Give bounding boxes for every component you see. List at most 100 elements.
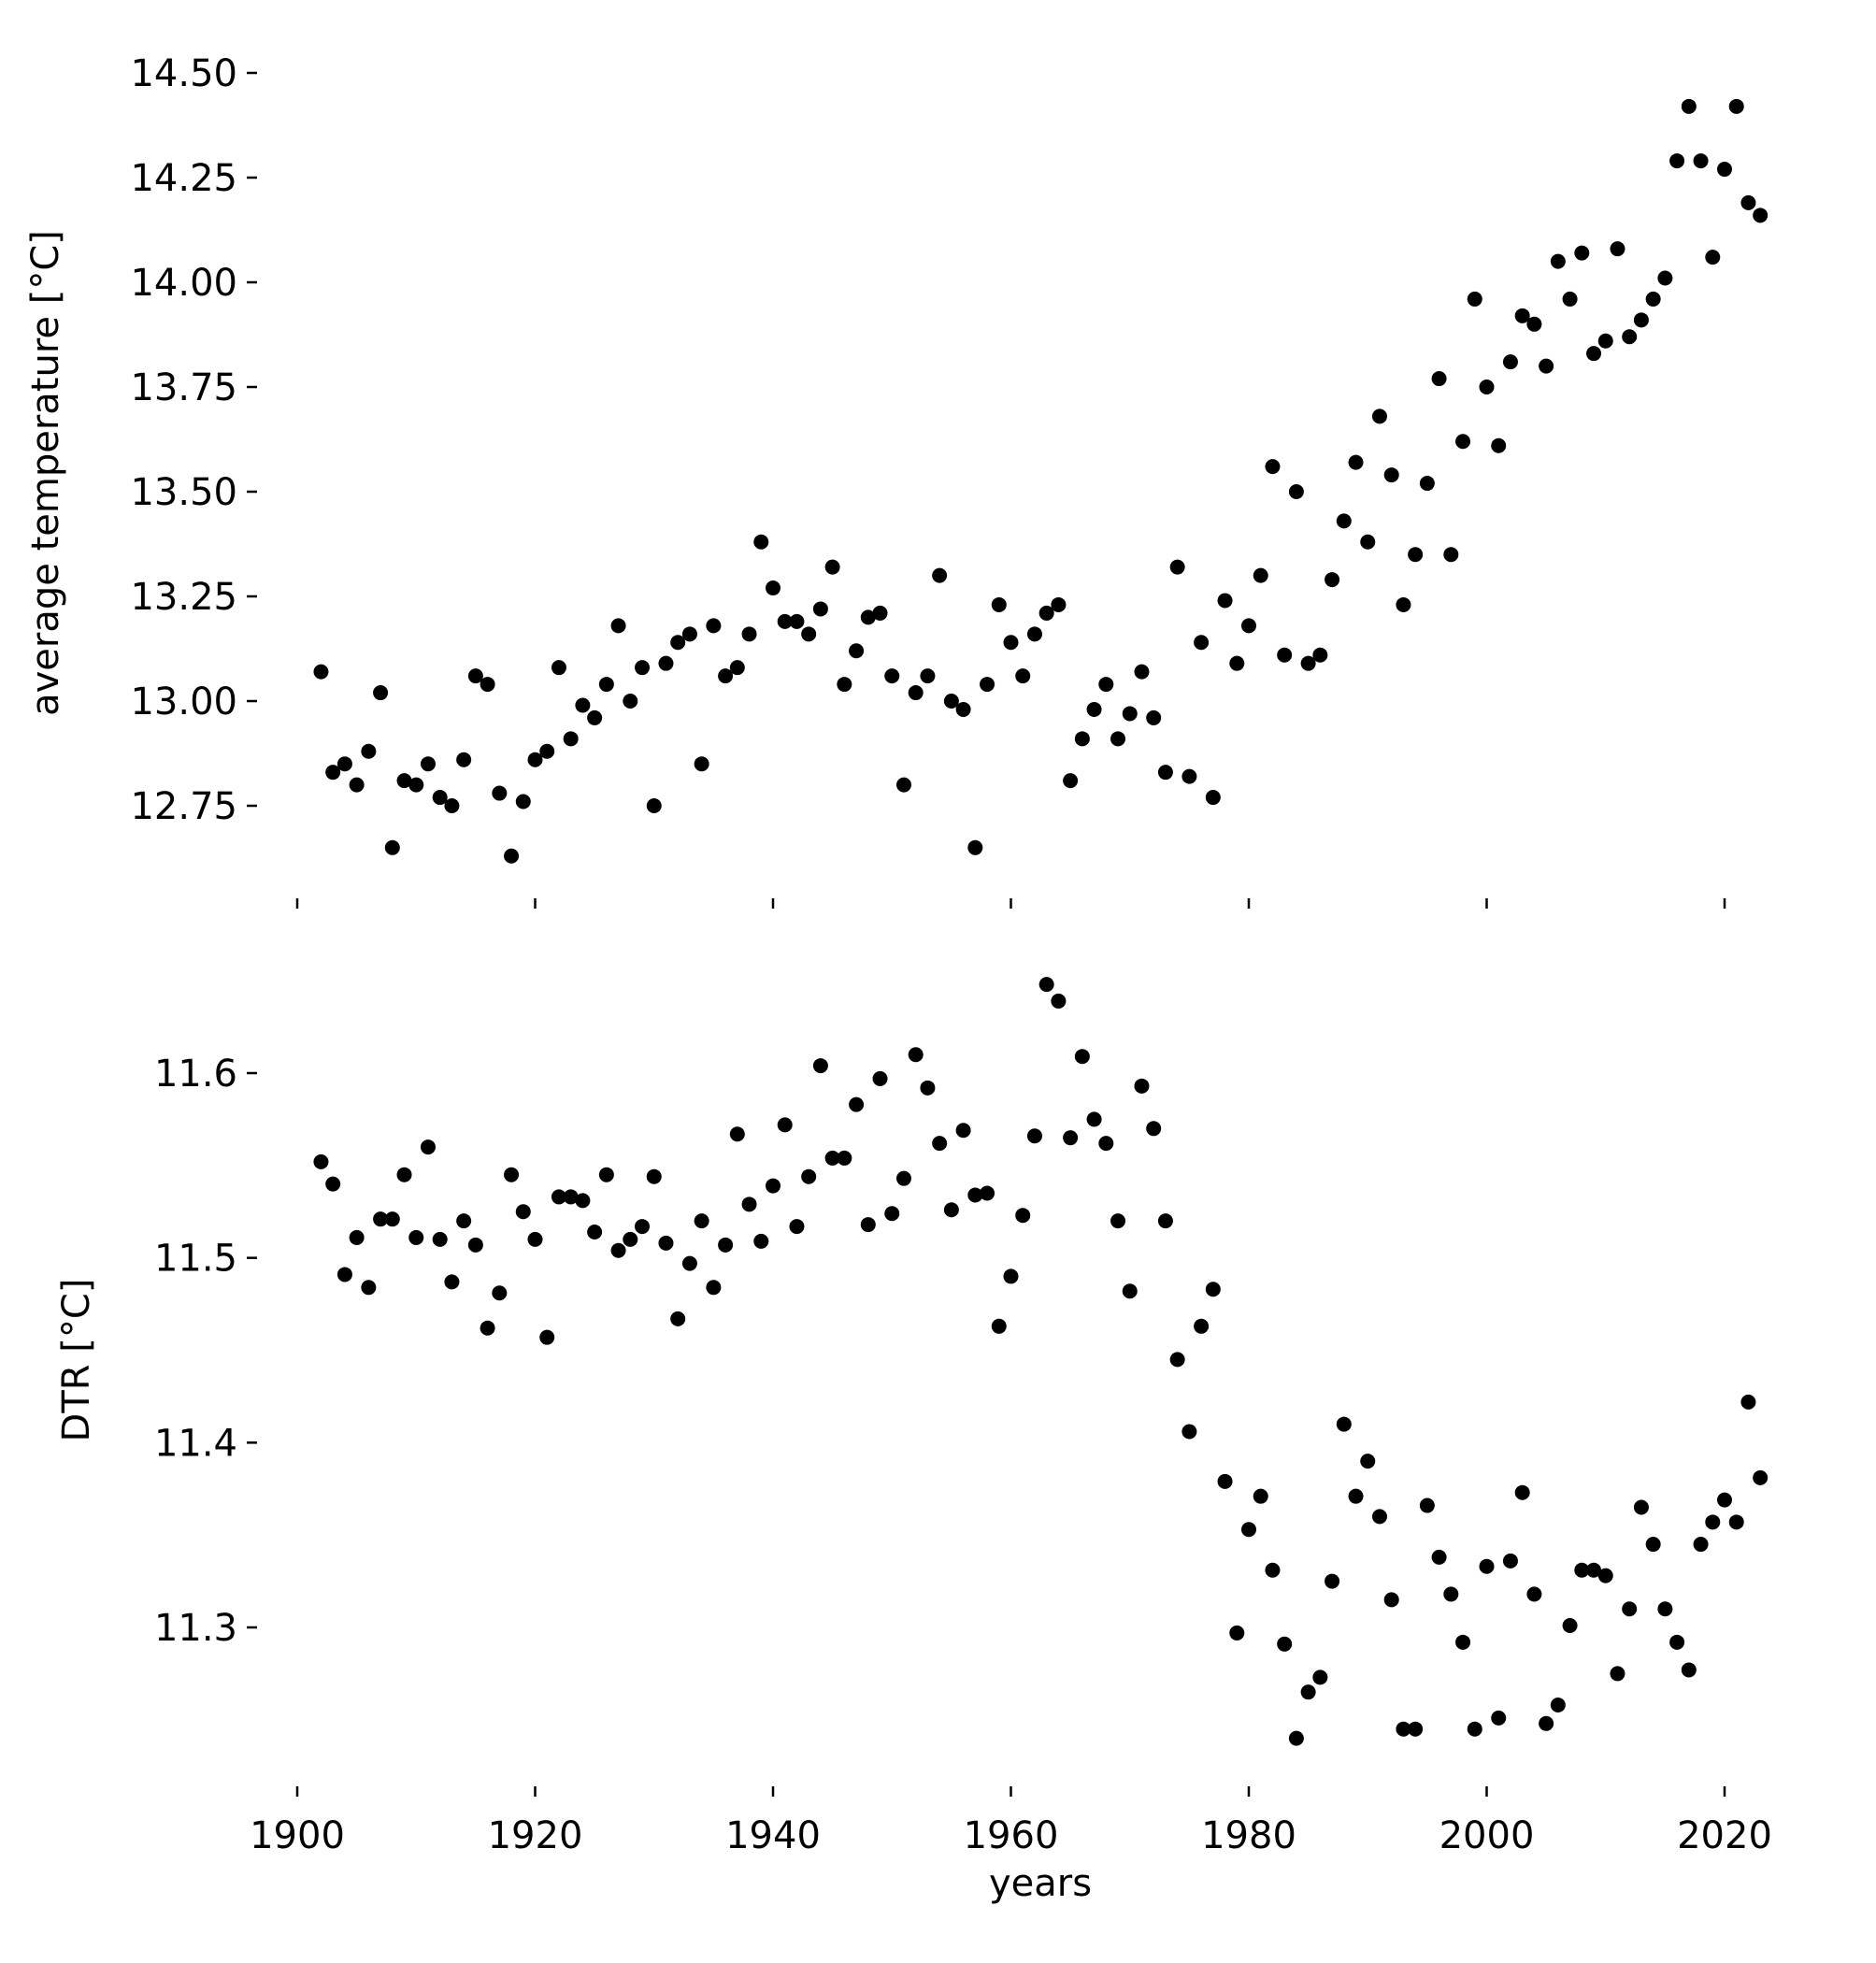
temperature-data-point — [1086, 701, 1102, 717]
temperature-data-point — [1312, 647, 1328, 663]
dtr-data-point — [1122, 1283, 1138, 1299]
dtr-data-point — [1645, 1537, 1661, 1553]
temperature-data-point — [1419, 476, 1435, 492]
temperature-data-point — [837, 677, 852, 693]
dtr-data-point — [1443, 1586, 1459, 1602]
temperature-data-point — [741, 626, 757, 642]
temperature-data-point — [1217, 593, 1233, 609]
temperature-data-point — [1539, 358, 1554, 374]
dtr-data-point — [932, 1136, 948, 1152]
dtr-data-point — [1038, 977, 1054, 993]
dtr-data-point — [1597, 1568, 1613, 1583]
temperature-data-point — [812, 601, 828, 617]
dtr-data-point — [658, 1235, 674, 1251]
dtr-data-point — [1074, 1049, 1090, 1065]
temperature-data-point — [884, 668, 900, 684]
temperature-data-point — [1205, 790, 1221, 806]
temperature-data-point — [1705, 250, 1721, 265]
temperature-data-point — [539, 743, 555, 759]
dtr-data-point — [527, 1231, 543, 1247]
temperature-y-tick-label: 13.50 — [130, 471, 237, 514]
temperature-data-point — [467, 668, 483, 684]
temperature-data-point — [1277, 647, 1293, 663]
temperature-y-tick-label: 13.75 — [130, 366, 237, 409]
temperature-data-point — [432, 790, 448, 806]
dtr-data-point — [1181, 1424, 1197, 1440]
dtr-data-point — [396, 1167, 412, 1182]
dtr-data-point — [895, 1170, 911, 1186]
temperature-data-point — [587, 709, 603, 725]
dtr-data-point — [884, 1206, 900, 1222]
dtr-data-point — [444, 1274, 460, 1290]
dtr-data-point — [943, 1202, 959, 1218]
temperature-panel: average temperature [°C] 12.75 13.00 13.25… — [24, 52, 1769, 909]
dtr-data-point — [1526, 1586, 1542, 1602]
temperature-data-point — [1645, 291, 1661, 307]
dtr-data-point — [1753, 1469, 1769, 1485]
dtr-data-point — [1146, 1121, 1162, 1137]
temperature-data-point — [337, 756, 352, 772]
temperature-data-point — [1597, 333, 1613, 349]
dtr-data-point — [635, 1219, 651, 1235]
dtr-data-point — [361, 1280, 377, 1296]
dtr-data-point — [991, 1318, 1007, 1334]
temperature-data-point — [1074, 731, 1090, 747]
temperature-data-point — [1336, 513, 1352, 529]
temperature-data-point — [1288, 484, 1304, 499]
temperature-data-point — [1550, 253, 1566, 269]
dtr-data-point — [1265, 1562, 1281, 1578]
dtr-data-point — [1371, 1509, 1387, 1525]
dtr-data-point — [681, 1255, 697, 1271]
dtr-data-point — [694, 1213, 709, 1229]
temperature-data-point — [706, 618, 722, 634]
temperature-data-point — [1015, 668, 1031, 684]
dtr-data-point — [1205, 1282, 1221, 1297]
dtr-data-point — [373, 1211, 389, 1227]
dtr-data-point — [1325, 1573, 1340, 1589]
dtr-data-point — [1669, 1634, 1685, 1650]
dtr-x-tick-label: 1980 — [1201, 1814, 1296, 1857]
temperature-data-point — [1491, 437, 1507, 453]
temperature-data-point — [1371, 408, 1387, 424]
temperature-data-point — [1562, 291, 1578, 307]
dtr-data-point — [729, 1126, 745, 1142]
temperature-data-point — [396, 773, 412, 789]
temperature-y-tick-label: 14.25 — [130, 157, 237, 200]
dtr-data-point — [741, 1196, 757, 1212]
temperature-data-point — [623, 694, 638, 709]
dtr-y-tick-label: 11.5 — [154, 1238, 237, 1281]
temperature-data-point — [1038, 605, 1054, 621]
temperature-data-point — [635, 660, 651, 676]
temperature-data-point — [480, 677, 495, 693]
temperature-y-axis-label: average temperature [°C] — [24, 230, 67, 716]
temperature-x-ticks — [295, 898, 1726, 909]
dtr-data-point — [920, 1080, 936, 1096]
temperature-data-point — [753, 534, 769, 550]
temperature-data-point — [932, 567, 948, 583]
temperature-data-point — [920, 668, 936, 684]
temperature-data-point — [1408, 547, 1424, 563]
temperature-data-point — [1502, 354, 1518, 370]
temperature-data-point — [1526, 316, 1542, 332]
temperature-data-point — [1360, 534, 1376, 550]
dtr-data-point — [1633, 1499, 1649, 1515]
temperature-data-point — [658, 655, 674, 671]
temperature-data-point — [872, 605, 888, 621]
temperature-y-tick-label: 13.00 — [130, 681, 237, 724]
temperature-data-point — [325, 765, 341, 781]
temperature-data-point — [1134, 664, 1150, 680]
dtr-y-tick-label: 11.4 — [154, 1422, 237, 1465]
temperature-data-point — [563, 731, 579, 747]
dtr-data-point — [1253, 1488, 1268, 1504]
temperature-data-point — [1253, 567, 1268, 583]
dtr-x-tick-label: 1940 — [725, 1814, 821, 1857]
temperature-data-point — [955, 701, 971, 717]
temperature-data-point — [610, 618, 626, 634]
dtr-data-point — [1194, 1318, 1210, 1334]
temperature-data-point — [1728, 98, 1744, 114]
temperature-data-point — [361, 743, 377, 759]
temperature-data-point — [1265, 459, 1281, 475]
temperature-points — [313, 98, 1769, 864]
temperature-data-point — [824, 559, 840, 575]
